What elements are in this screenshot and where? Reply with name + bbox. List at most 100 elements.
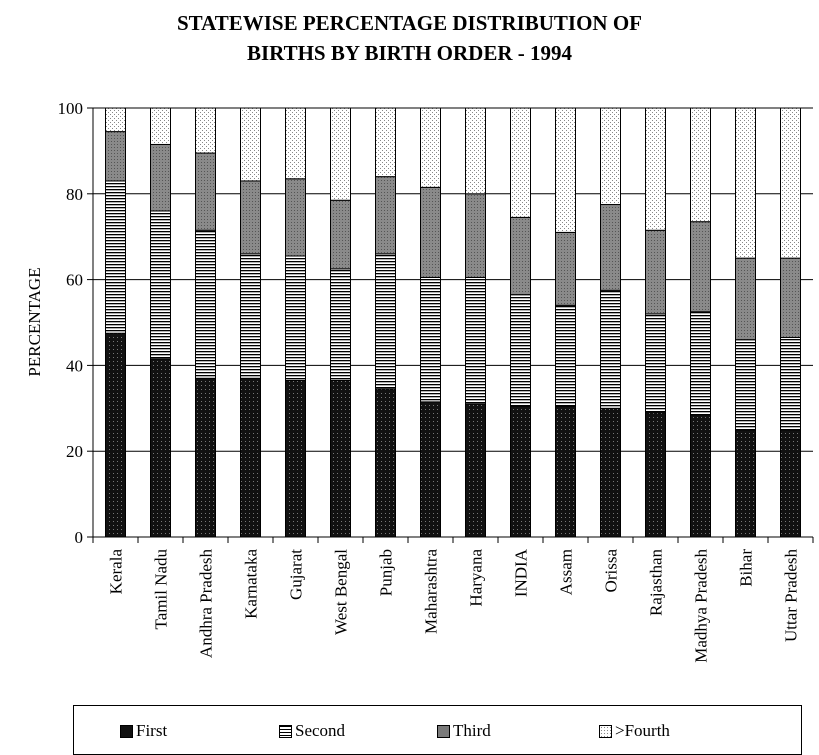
y-tick-label: 80 bbox=[66, 185, 83, 204]
x-tick-label: Madhya Pradesh bbox=[692, 549, 711, 663]
bar-segment-second bbox=[465, 276, 486, 405]
bar-segment-first bbox=[465, 403, 486, 538]
bar-segment-third bbox=[465, 193, 486, 278]
bar-segment-second bbox=[780, 337, 801, 431]
bar-segment-first bbox=[600, 407, 621, 538]
bar-segment-third bbox=[285, 178, 306, 257]
x-tick-label: Gujarat bbox=[287, 549, 306, 600]
legend-item: Second bbox=[279, 721, 345, 741]
chart-title-line-1: STATEWISE PERCENTAGE DISTRIBUTION OF bbox=[176, 11, 643, 35]
bar-segment-fourth bbox=[465, 107, 486, 195]
bar-segment-first bbox=[285, 379, 306, 538]
legend: First Second Third >Fourth bbox=[73, 705, 802, 755]
bar-segment-first bbox=[420, 401, 441, 538]
bar-segment-third bbox=[780, 257, 801, 339]
bar-segment-third bbox=[150, 143, 171, 212]
bar-segment-second bbox=[330, 268, 351, 381]
x-tick-label: INDIA bbox=[512, 548, 531, 597]
bar-segment-fourth bbox=[510, 107, 531, 218]
x-tick-label: Punjab bbox=[377, 549, 396, 596]
bar-segment-first bbox=[555, 405, 576, 538]
bar-segment-second bbox=[420, 276, 441, 403]
legend-swatch bbox=[599, 724, 612, 738]
bar-segment-fourth bbox=[285, 107, 306, 180]
legend-item: Third bbox=[437, 721, 491, 741]
y-tick-label: 100 bbox=[58, 99, 84, 118]
bar-segment-third bbox=[645, 229, 666, 315]
bar-segment-fourth bbox=[735, 107, 756, 259]
bar-segment-third bbox=[105, 131, 126, 182]
legend-item: First bbox=[120, 721, 167, 741]
bar-segment-first bbox=[195, 377, 216, 538]
y-tick-label: 60 bbox=[66, 271, 83, 290]
bars bbox=[105, 107, 801, 538]
bar-segment-second bbox=[735, 339, 756, 431]
legend-label: First bbox=[136, 721, 168, 740]
x-tick-label: Kerala bbox=[107, 549, 126, 595]
x-tick-label: Assam bbox=[557, 549, 576, 595]
x-tick-label: Karnataka bbox=[242, 549, 261, 619]
bar-segment-second bbox=[240, 253, 261, 379]
bar-segment-second bbox=[105, 180, 126, 334]
bar-segment-fourth bbox=[690, 107, 711, 223]
bar-segment-second bbox=[510, 294, 531, 407]
legend-label: >Fourth bbox=[615, 721, 670, 740]
legend-label: Third bbox=[453, 721, 491, 740]
x-tick-label: Tamil Nadu bbox=[152, 549, 171, 630]
bar-segment-third bbox=[375, 176, 396, 255]
bar-segment-third bbox=[735, 257, 756, 341]
bar-segment-fourth bbox=[105, 107, 126, 133]
legend-swatch bbox=[437, 724, 450, 738]
bar-segment-fourth bbox=[150, 107, 171, 145]
bar-segment-first bbox=[690, 414, 711, 538]
bar-segment-third bbox=[600, 204, 621, 291]
legend-swatch bbox=[120, 724, 133, 738]
x-tick-label: Bihar bbox=[737, 549, 756, 587]
y-tick-label: 20 bbox=[66, 442, 83, 461]
bar-segment-fourth bbox=[600, 107, 621, 206]
axes: 0 20 40 60 80 100 Kerala Tamil Nadu Andhra Prade… bbox=[58, 99, 814, 663]
bar-segment-first bbox=[240, 377, 261, 538]
bar-segment-first bbox=[735, 429, 756, 538]
bar-segment-fourth bbox=[375, 107, 396, 178]
bar-segment-first bbox=[510, 405, 531, 538]
bar-segment-third bbox=[420, 186, 441, 278]
bar-segment-third bbox=[555, 231, 576, 306]
bar-segment-second bbox=[195, 229, 216, 379]
chart-title-line-2: BIRTHS BY BIRTH ORDER - 1994 bbox=[246, 41, 573, 65]
y-tick-label: 40 bbox=[66, 356, 83, 375]
bar-segment-fourth bbox=[195, 107, 216, 154]
bar-segment-first bbox=[780, 429, 801, 538]
bar-segment-second bbox=[690, 311, 711, 416]
x-tick-label: Rajasthan bbox=[647, 549, 666, 617]
bar-segment-third bbox=[195, 152, 216, 231]
bar-segment-first bbox=[150, 358, 171, 538]
bar-segment-fourth bbox=[555, 107, 576, 233]
bar-segment-fourth bbox=[330, 107, 351, 201]
bar-segment-fourth bbox=[780, 107, 801, 259]
bar-segment-fourth bbox=[420, 107, 441, 188]
bar-segment-third bbox=[240, 180, 261, 255]
bar-segment-second bbox=[645, 313, 666, 414]
x-tick-label: West Bengal bbox=[332, 549, 351, 635]
bar-segment-first bbox=[645, 412, 666, 538]
bar-segment-third bbox=[510, 216, 531, 296]
bar-segment-first bbox=[105, 332, 126, 538]
legend-label: Second bbox=[295, 721, 346, 740]
bar-segment-second bbox=[600, 289, 621, 409]
bar-segment-first bbox=[330, 379, 351, 538]
bar-segment-first bbox=[375, 388, 396, 538]
bar-segment-third bbox=[330, 199, 351, 270]
bar-segment-fourth bbox=[645, 107, 666, 231]
x-tick-label: Maharashtra bbox=[422, 549, 441, 634]
legend-swatch bbox=[279, 724, 292, 738]
y-axis-label: PERCENTAGE bbox=[25, 267, 44, 376]
bar-segment-second bbox=[375, 253, 396, 390]
x-tick-label: Orissa bbox=[602, 549, 621, 593]
bar-segment-second bbox=[150, 210, 171, 360]
legend-item: >Fourth bbox=[599, 721, 670, 741]
x-tick-label: Andhra Pradesh bbox=[197, 549, 216, 659]
x-tick-label: Uttar Pradesh bbox=[782, 549, 801, 643]
bar-segment-fourth bbox=[240, 107, 261, 182]
bar-segment-second bbox=[285, 255, 306, 381]
